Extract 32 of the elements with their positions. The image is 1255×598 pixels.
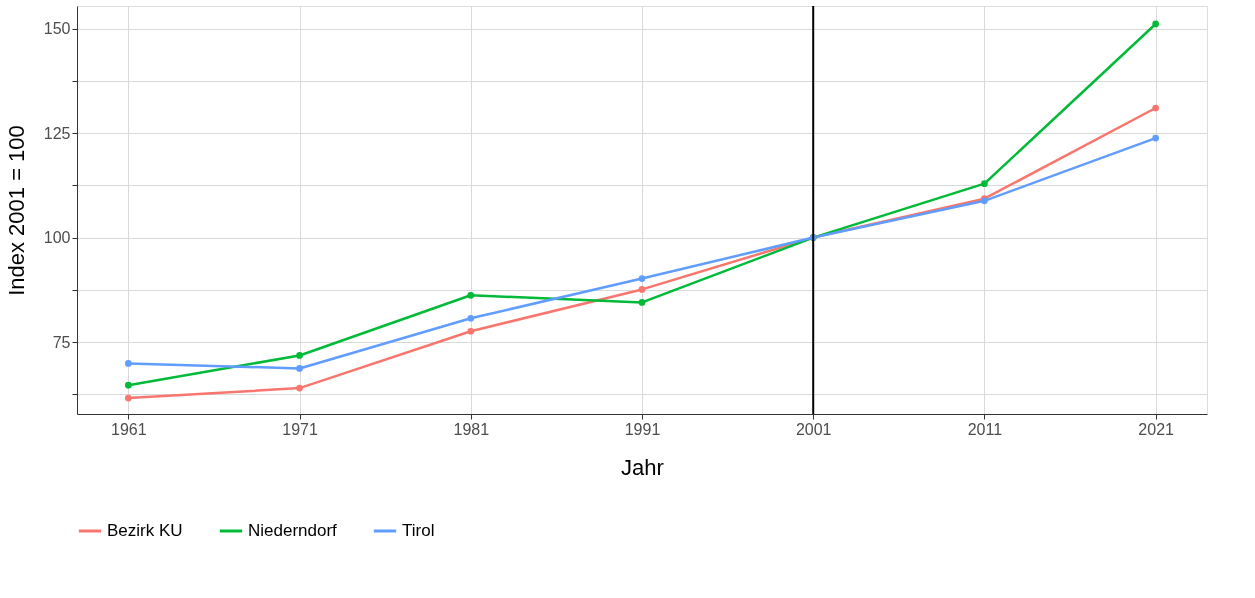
point — [125, 360, 132, 367]
x-tick-label: 2001 — [795, 420, 832, 438]
point — [638, 286, 646, 293]
x-tick-label: 1981 — [453, 420, 490, 438]
point — [296, 352, 303, 359]
point — [125, 381, 132, 389]
legend-label: Tirol — [402, 521, 435, 540]
x-axis-title: Jahr — [621, 454, 664, 480]
point — [296, 384, 303, 392]
point — [638, 275, 646, 282]
point — [296, 365, 303, 372]
y-tick-label: 150 — [43, 20, 71, 38]
y-axis-title: Index 2001 = 100 — [3, 125, 29, 296]
legend-label: Niederndorf — [248, 521, 338, 540]
y-tick-label: 125 — [43, 124, 71, 142]
x-tick-label: 2021 — [1138, 420, 1175, 438]
point — [1152, 134, 1159, 142]
point — [467, 314, 475, 322]
point — [467, 291, 475, 299]
point — [981, 180, 988, 188]
point — [125, 394, 132, 402]
x-tick-label: 2011 — [967, 420, 1003, 438]
x-tick-label: 1971 — [282, 420, 318, 438]
y-tick-label: 75 — [52, 333, 71, 351]
x-tick-label: 1961 — [111, 420, 147, 438]
point — [1152, 104, 1159, 112]
x-tick-label: 1991 — [624, 420, 661, 438]
point — [467, 327, 475, 335]
legend-label: Bezirk KU — [107, 521, 183, 540]
point — [638, 299, 646, 306]
point — [1152, 20, 1159, 28]
y-tick-label: 100 — [43, 229, 71, 247]
